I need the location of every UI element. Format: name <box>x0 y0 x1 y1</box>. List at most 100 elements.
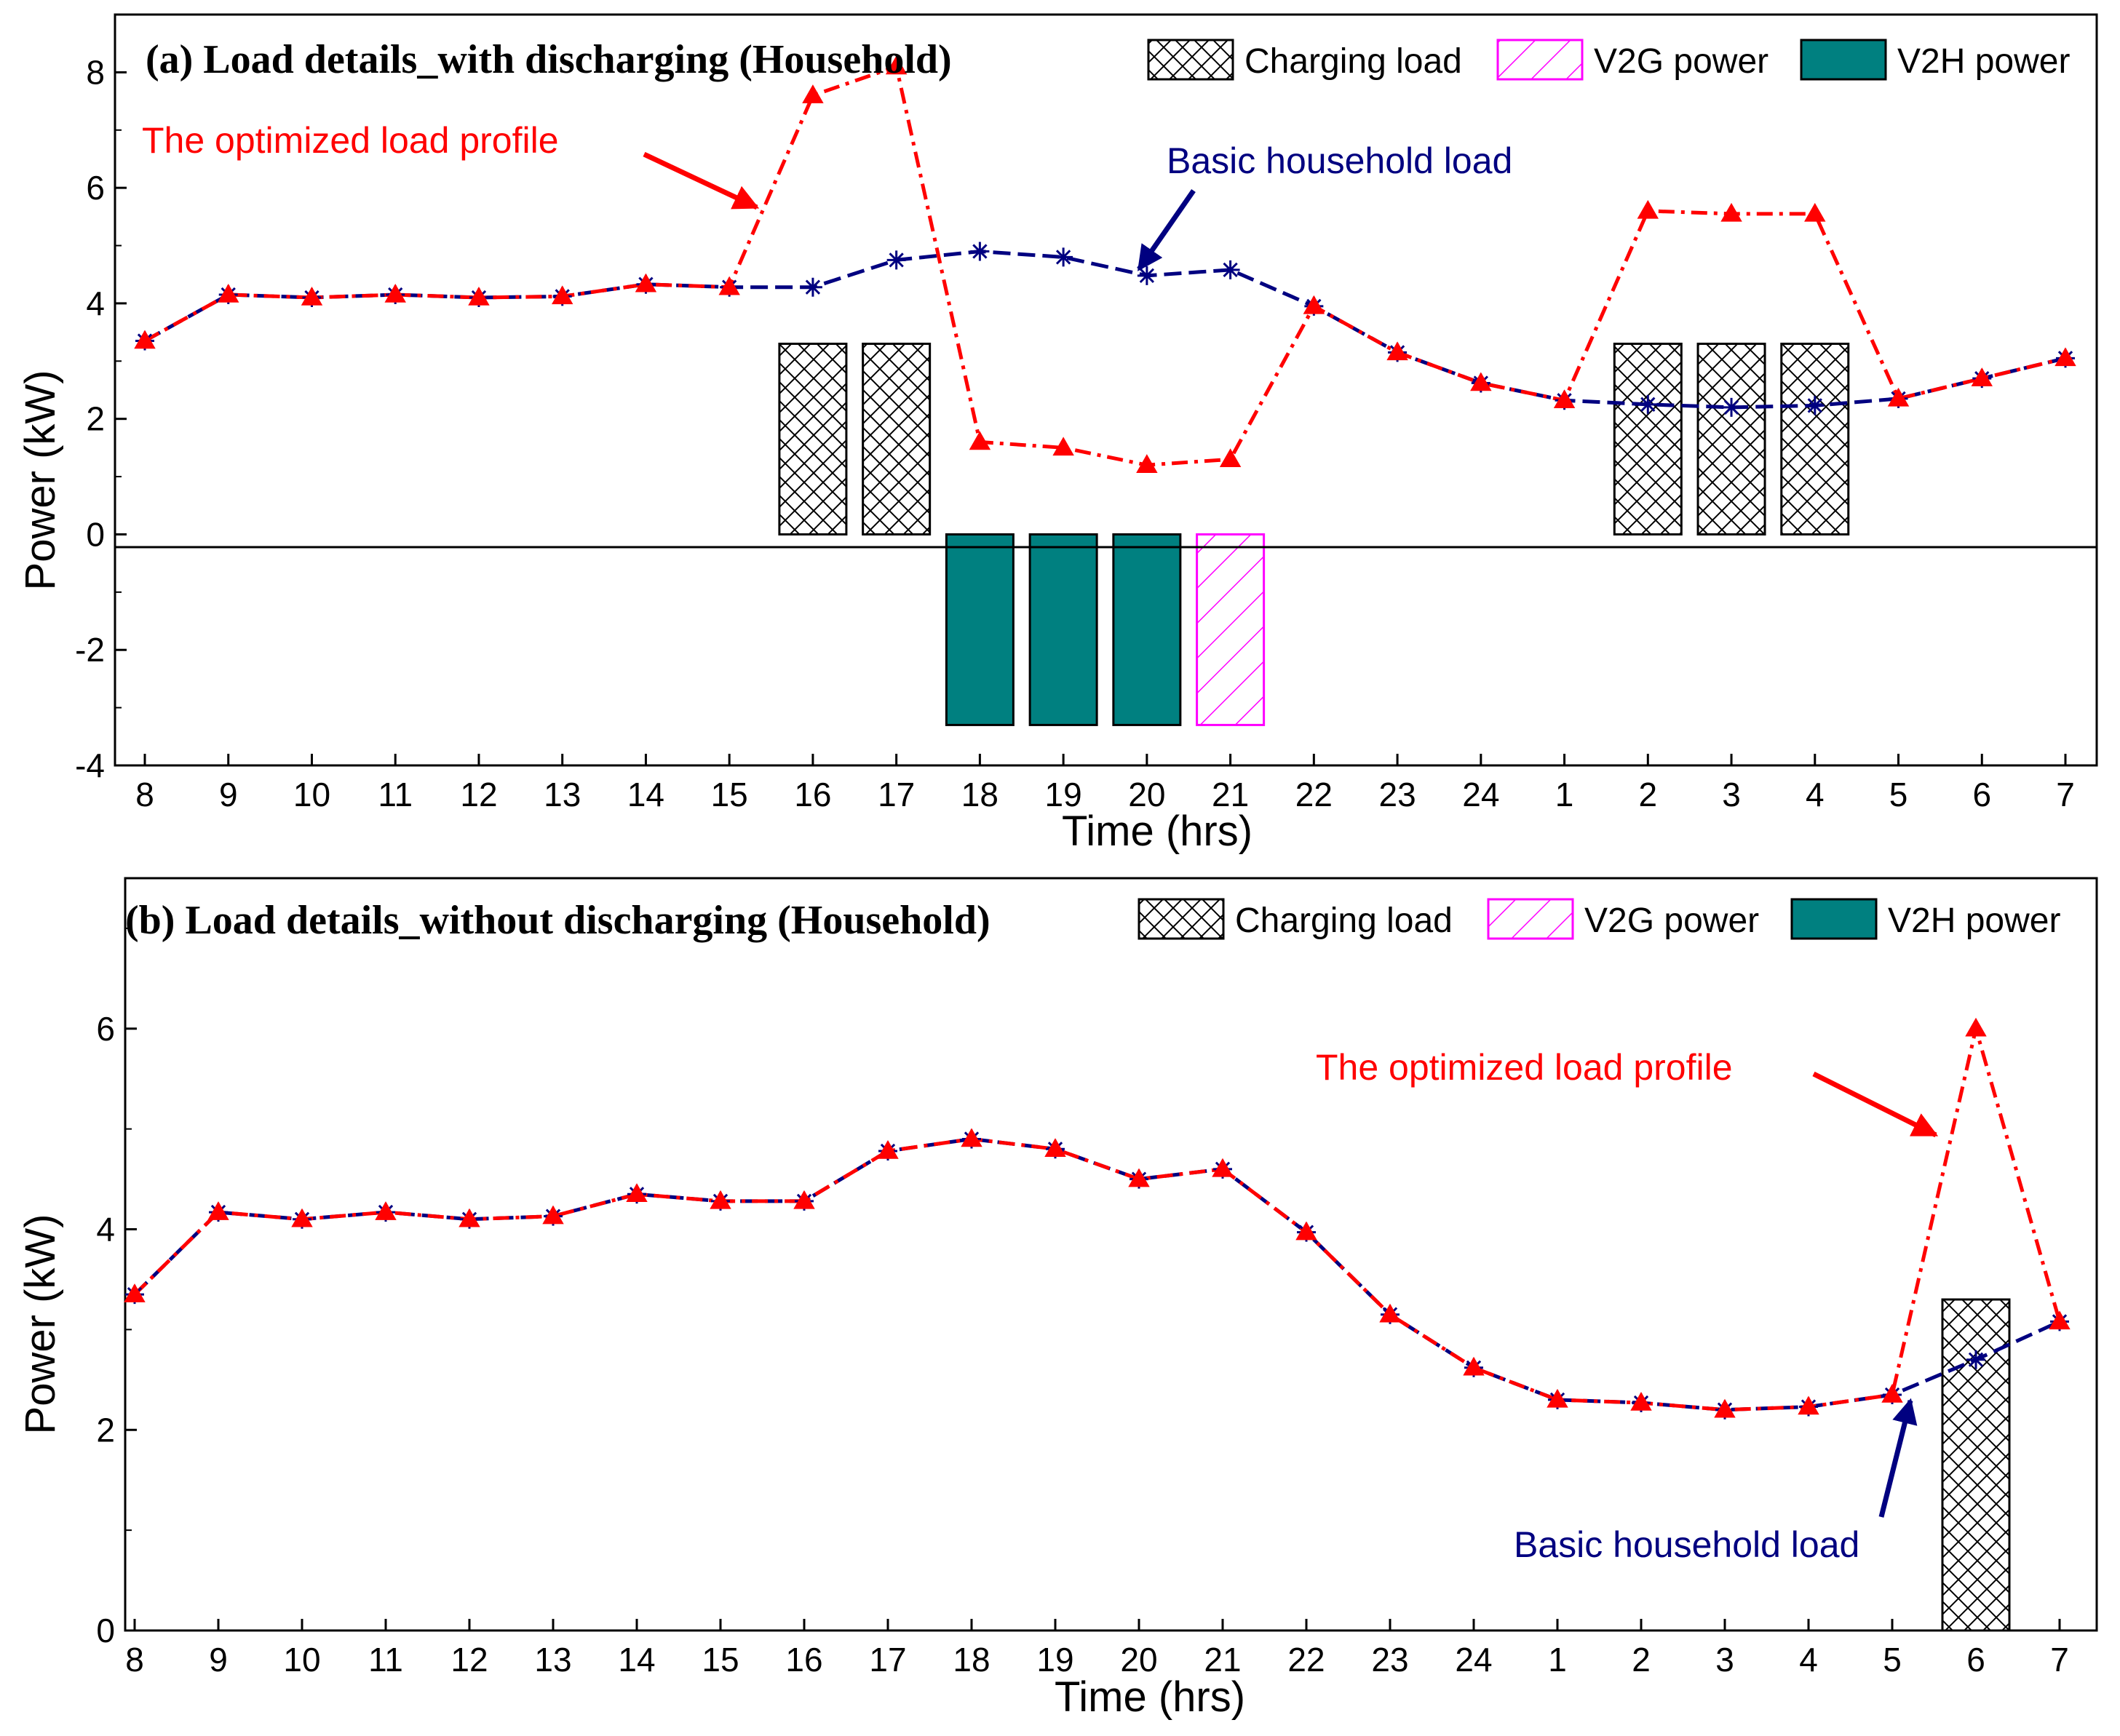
x-tick-label: 16 <box>794 776 831 813</box>
y-tick-label: 6 <box>86 169 105 207</box>
x-tick-label: 4 <box>1806 776 1825 813</box>
x-tick-label: 2 <box>1632 1641 1651 1679</box>
panel-b-optimized-arrow <box>1812 1071 1939 1138</box>
x-tick-label: 8 <box>135 776 154 813</box>
x-tick-label: 6 <box>1972 776 1991 813</box>
panel-a-optimized-annotation: The optimized load profile <box>142 120 559 161</box>
optimized-point <box>301 286 323 306</box>
x-tick-label: 18 <box>961 776 999 813</box>
optimized-point <box>1720 202 1742 222</box>
optimized-point <box>1128 1168 1150 1187</box>
x-tick-label: 14 <box>618 1641 655 1679</box>
x-tick-label: 1 <box>1555 776 1574 813</box>
optimized-point <box>458 1208 480 1227</box>
v2h-power-bar <box>1028 533 1098 726</box>
optimized-load-line <box>133 1028 2062 1412</box>
optimized-point <box>1303 295 1325 314</box>
x-tick-label: 9 <box>219 776 238 813</box>
optimized-point <box>1219 448 1242 468</box>
basic-point <box>1722 397 1742 417</box>
x-tick-label: 4 <box>1799 1641 1818 1679</box>
x-tick-label: 20 <box>1120 1641 1157 1679</box>
x-tick-label: 18 <box>953 1641 990 1679</box>
x-tick-label: 3 <box>1722 776 1741 813</box>
x-tick-label: 19 <box>1045 776 1082 813</box>
optimized-point <box>1212 1158 1234 1177</box>
optimized-point <box>551 285 573 305</box>
panel-a-title: (a) Load details_with discharging (House… <box>146 37 952 82</box>
y-tick-label: 4 <box>86 284 105 322</box>
optimized-point <box>1881 1383 1903 1403</box>
y-tick-label: 2 <box>86 400 105 438</box>
panel-a-basic-annotation: Basic household load <box>1167 140 1512 181</box>
panel-b-frame <box>124 877 2098 1632</box>
x-tick-label: 22 <box>1287 1641 1325 1679</box>
x-tick-label: 1 <box>1548 1641 1567 1679</box>
charging-load-bar <box>1613 342 1683 535</box>
legend-a-v2g-swatch <box>1496 39 1584 81</box>
x-tick-label: 5 <box>1883 1641 1902 1679</box>
optimized-point <box>1630 1392 1652 1411</box>
x-tick-label: 7 <box>2056 776 2075 813</box>
optimized-point <box>710 1190 731 1209</box>
optimized-point <box>218 283 239 303</box>
panel-b-y-label: Power (kW) <box>17 1214 64 1435</box>
charging-load-bar <box>1780 342 1850 535</box>
optimized-point <box>802 84 824 103</box>
panel-a-basic-arrow <box>1137 189 1196 271</box>
x-tick-label: 6 <box>1966 1641 1985 1679</box>
optimized-point <box>468 286 490 306</box>
optimized-point <box>1804 202 1826 222</box>
panel-b-y-axis: 0 2 4 6 <box>96 927 137 1649</box>
x-tick-label: 2 <box>1639 776 1658 813</box>
x-tick-label: 23 <box>1371 1641 1408 1679</box>
x-tick-label: 16 <box>785 1641 822 1679</box>
x-tick-label: 11 <box>378 776 413 813</box>
x-tick-label: 22 <box>1295 776 1333 813</box>
x-tick-label: 10 <box>293 776 330 813</box>
panel-a-x-axis: 8 9 10 11 12 13 14 15 16 17 18 19 20 21 22 23 24 1 2 3 4 5 6 7 <box>135 754 2075 813</box>
legend-b-v2g-swatch <box>1487 898 1574 940</box>
optimized-point <box>718 276 740 295</box>
x-tick-label: 10 <box>283 1641 320 1679</box>
optimized-point <box>885 55 908 75</box>
basic-point <box>803 277 822 297</box>
x-tick-label: 3 <box>1715 1641 1734 1679</box>
optimized-point <box>124 1283 146 1302</box>
optimized-point <box>1637 199 1659 219</box>
x-tick-label: 17 <box>878 776 915 813</box>
x-tick-label: 5 <box>1889 776 1908 813</box>
x-tick-label: 15 <box>711 776 748 813</box>
x-tick-label: 8 <box>125 1641 144 1679</box>
legend-a-v2g-label: V2G power <box>1594 42 1768 81</box>
v2h-power-bar <box>1112 533 1182 726</box>
panel-a-x-label: Time (hrs) <box>1062 808 1252 855</box>
optimized-point <box>635 273 657 292</box>
y-tick-label: -2 <box>75 631 105 669</box>
legend-a-charging-swatch <box>1147 39 1234 81</box>
optimized-point <box>1714 1398 1736 1418</box>
optimized-point <box>1887 387 1910 407</box>
optimized-point <box>969 431 991 450</box>
optimized-load-line <box>143 64 2066 467</box>
optimized-point <box>961 1128 982 1147</box>
optimized-point <box>1971 367 1993 386</box>
x-tick-label: 21 <box>1204 1641 1241 1679</box>
x-tick-label: 7 <box>2050 1641 2069 1679</box>
panel-a-y-axis: -4 -2 0 2 4 6 8 <box>75 14 127 784</box>
y-tick-label: 0 <box>96 1612 115 1649</box>
x-tick-label: 11 <box>368 1641 403 1679</box>
y-tick-label: 8 <box>86 53 105 91</box>
x-tick-label: 23 <box>1379 776 1416 813</box>
optimized-point <box>207 1201 229 1220</box>
y-tick-label: 2 <box>96 1411 115 1449</box>
y-tick-label: 0 <box>86 515 105 553</box>
optimized-point <box>2049 1310 2071 1330</box>
basic-point <box>1137 266 1156 285</box>
optimized-point <box>626 1183 648 1203</box>
x-tick-label: 9 <box>209 1641 228 1679</box>
v2g-power-bar <box>1196 533 1266 726</box>
